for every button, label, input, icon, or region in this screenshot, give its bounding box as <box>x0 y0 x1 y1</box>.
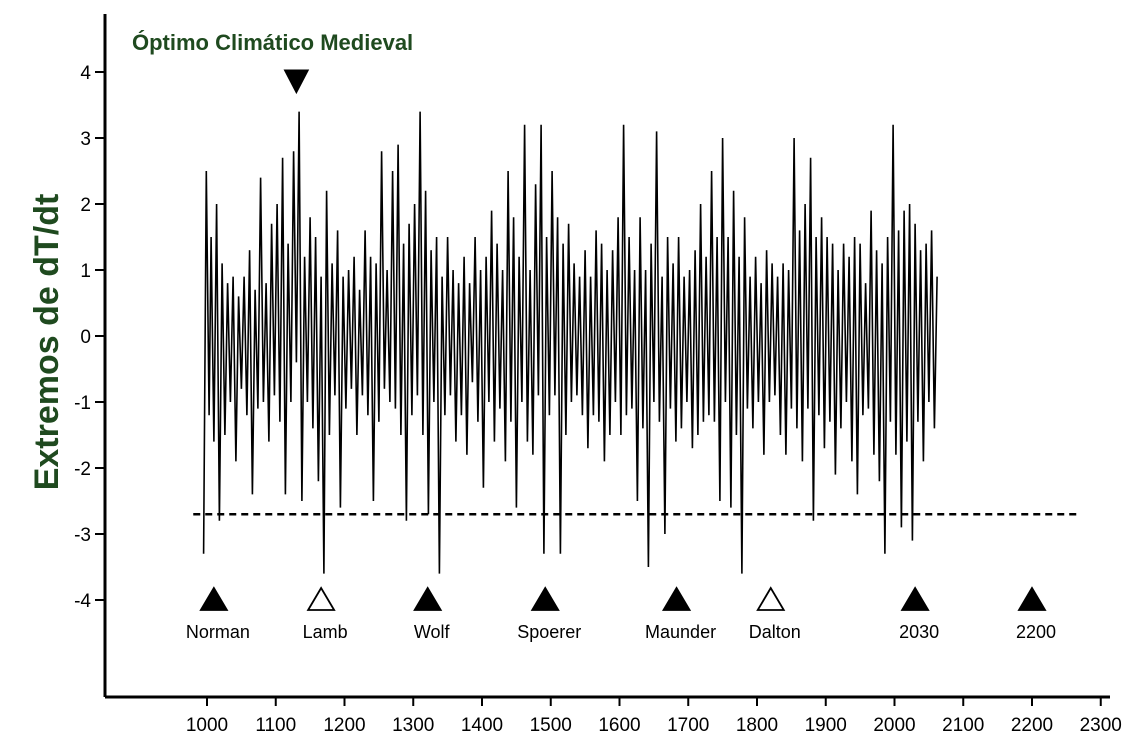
event-marker-label: Wolf <box>414 622 451 642</box>
x-tick-label: 1500 <box>530 715 572 736</box>
event-marker-label: Maunder <box>645 622 716 642</box>
event-marker-label: Spoerer <box>517 622 581 642</box>
event-marker-label: Lamb <box>303 622 348 642</box>
event-marker-triangle <box>199 586 229 611</box>
y-axis-label: Extremos de dT/dt <box>28 194 66 491</box>
x-tick-label: 2300 <box>1080 715 1122 736</box>
x-tick-label: 1600 <box>598 715 640 736</box>
series-line <box>202 111 938 574</box>
event-marker-triangle <box>756 586 786 611</box>
title-marker-triangle <box>283 69 310 95</box>
x-tick-label: 1100 <box>255 715 296 736</box>
y-tick-label: 1 <box>80 261 91 282</box>
y-tick-label: -1 <box>74 393 91 414</box>
event-marker-triangle <box>900 586 930 611</box>
x-axis: 1000 1100 1200 1300 1400 1500 1600 1700 1800 1900… <box>105 695 1122 736</box>
y-tick-label: -2 <box>74 459 91 480</box>
x-tick-label: 1200 <box>323 715 365 736</box>
event-marker-triangle <box>1017 586 1047 611</box>
chart-title: Óptimo Climático Medieval <box>132 30 413 55</box>
y-tick-label: 0 <box>80 327 91 348</box>
event-marker-label: Norman <box>186 622 250 642</box>
data-series <box>202 111 938 574</box>
y-axis: 4 3 2 1 0 -1 -2 -3 -4 <box>74 14 107 697</box>
event-marker-triangle <box>413 586 443 611</box>
event-markers: Norman Lamb Wolf Spoerer Maunder Dalton 2030 22… <box>186 586 1056 642</box>
x-tick-label: 2200 <box>1011 715 1053 736</box>
y-tick-label: 4 <box>80 63 91 84</box>
event-marker-label: 2200 <box>1016 622 1056 642</box>
y-tick-label: -3 <box>74 525 91 546</box>
x-tick-label: 1800 <box>736 715 778 736</box>
x-tick-label: 1700 <box>667 715 709 736</box>
event-marker-triangle <box>306 586 336 611</box>
x-tick-label: 1400 <box>461 715 503 736</box>
y-tick-label: -4 <box>74 591 91 612</box>
event-marker-triangle <box>530 586 560 611</box>
y-tick-label: 2 <box>80 195 91 216</box>
x-tick-label: 1300 <box>392 715 434 736</box>
x-tick-label: 1900 <box>805 715 847 736</box>
event-marker-label: Dalton <box>749 622 801 642</box>
x-tick-label: 1000 <box>186 715 228 736</box>
x-tick-label: 2100 <box>942 715 984 736</box>
x-tick-label: 2000 <box>873 715 915 736</box>
y-tick-label: 3 <box>80 129 91 150</box>
event-marker-triangle <box>661 586 692 611</box>
event-marker-label: 2030 <box>899 622 939 642</box>
title-group: Óptimo Climático Medieval <box>132 30 413 95</box>
